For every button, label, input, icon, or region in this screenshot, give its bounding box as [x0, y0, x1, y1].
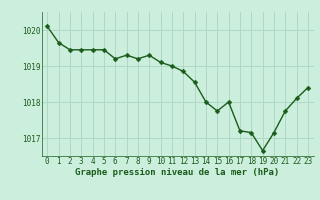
X-axis label: Graphe pression niveau de la mer (hPa): Graphe pression niveau de la mer (hPa)	[76, 168, 280, 177]
